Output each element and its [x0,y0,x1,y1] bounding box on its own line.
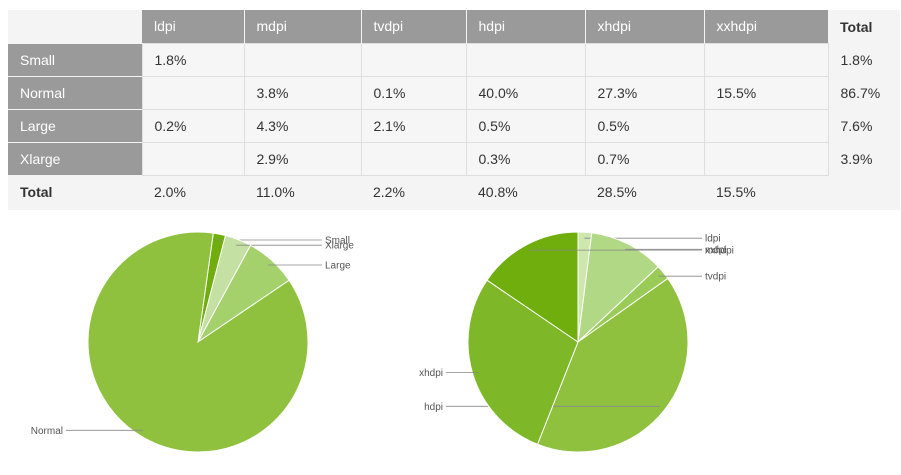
corner-cell [8,10,142,43]
table-cell [703,108,829,143]
table-cell: 40.0% [465,75,586,110]
pie-slice-normal [87,231,309,453]
pie-label-mdpi: mdpi [705,245,727,256]
column-total: 2.2% [373,183,405,200]
total-column-header: Total [840,18,873,35]
pie-label-xhdpi: xhdpi [419,368,443,379]
table-cell [703,42,829,77]
table-row: Large 0.2% 4.3% 2.1% 0.5% 0.5% 7.6% [8,108,900,143]
table-cell: 2.1% [360,108,467,143]
table-header-row: ldpi mdpi tvdpi hdpi xhdpi xxhdpi Total [8,10,900,43]
table-row: Xlarge 2.9% 0.3% 0.7% 3.9% [8,141,900,176]
row-total: 1.8% [840,51,873,68]
column-header: hdpi [465,10,585,43]
column-total: 28.5% [597,183,637,200]
table-cell: 3.8% [243,75,362,110]
pie-slice-hdpi [536,277,689,453]
pie-label-normal: Normal [31,426,63,437]
table-cell: 0.7% [584,141,705,176]
pie-slice-xhdpi [467,279,579,445]
column-header: xhdpi [584,10,704,43]
table-cell [360,141,467,176]
table-cell [141,75,245,110]
table-cell: 1.8% [141,42,245,77]
table-cell: 0.5% [465,108,586,143]
pie-slice-xxhdpi [486,231,579,343]
column-total: 40.8% [478,183,518,200]
row-label: Small [8,42,142,76]
table-cell: 15.5% [703,75,829,110]
column-total: 2.0% [154,183,186,200]
table-cell: 0.1% [360,75,467,110]
distribution-table: ldpi mdpi tvdpi hdpi xhdpi xxhdpi Total … [8,10,900,210]
column-header: xxhdpi [703,10,828,43]
table-row: Small 1.8% 1.8% [8,42,900,77]
column-header: tvdpi [360,10,466,43]
table-cell: 2.9% [243,141,362,176]
table-row: Normal 3.8% 0.1% 40.0% 27.3% 15.5% 86.7% [8,75,900,110]
row-label: Large [8,108,142,142]
table-cell: 27.3% [584,75,705,110]
column-total: 11.0% [256,183,295,200]
pie-label-ldpi: ldpi [705,234,721,245]
row-total: 3.9% [840,150,873,167]
table-cell [584,42,705,77]
column-total: 15.5% [716,183,756,200]
row-total: 7.6% [840,117,873,134]
table-cell: 4.3% [243,108,362,143]
totals-row-label: Total [20,183,53,200]
totals-row-empty [828,175,900,208]
table-cell [703,141,829,176]
table-cell [141,141,245,176]
table-cell [360,42,467,77]
column-header: mdpi [243,10,361,43]
pie-label-large: Large [325,261,351,272]
table-cell: 0.2% [141,108,245,143]
pie-label-xxhdpi: xxhdpi [705,246,734,257]
row-total: 86.7% [840,84,881,101]
pie-label-small: Small [325,236,350,247]
table-cell: 0.3% [465,141,586,176]
row-label: Xlarge [8,141,142,175]
pie-label-hdpi: hdpi [424,402,443,413]
table-cell [465,42,586,77]
column-header: ldpi [142,10,244,43]
totals-row: Total 2.0% 11.0% 2.2% 40.8% 28.5% 15.5% [8,175,900,208]
row-label: Normal [8,75,142,109]
pie-slice-mdpi [577,232,659,344]
table-cell: 0.5% [584,108,705,143]
pie-label-xlarge: Xlarge [325,241,354,252]
table-cell [243,42,362,77]
pie-label-tvdpi: tvdpi [705,272,726,283]
